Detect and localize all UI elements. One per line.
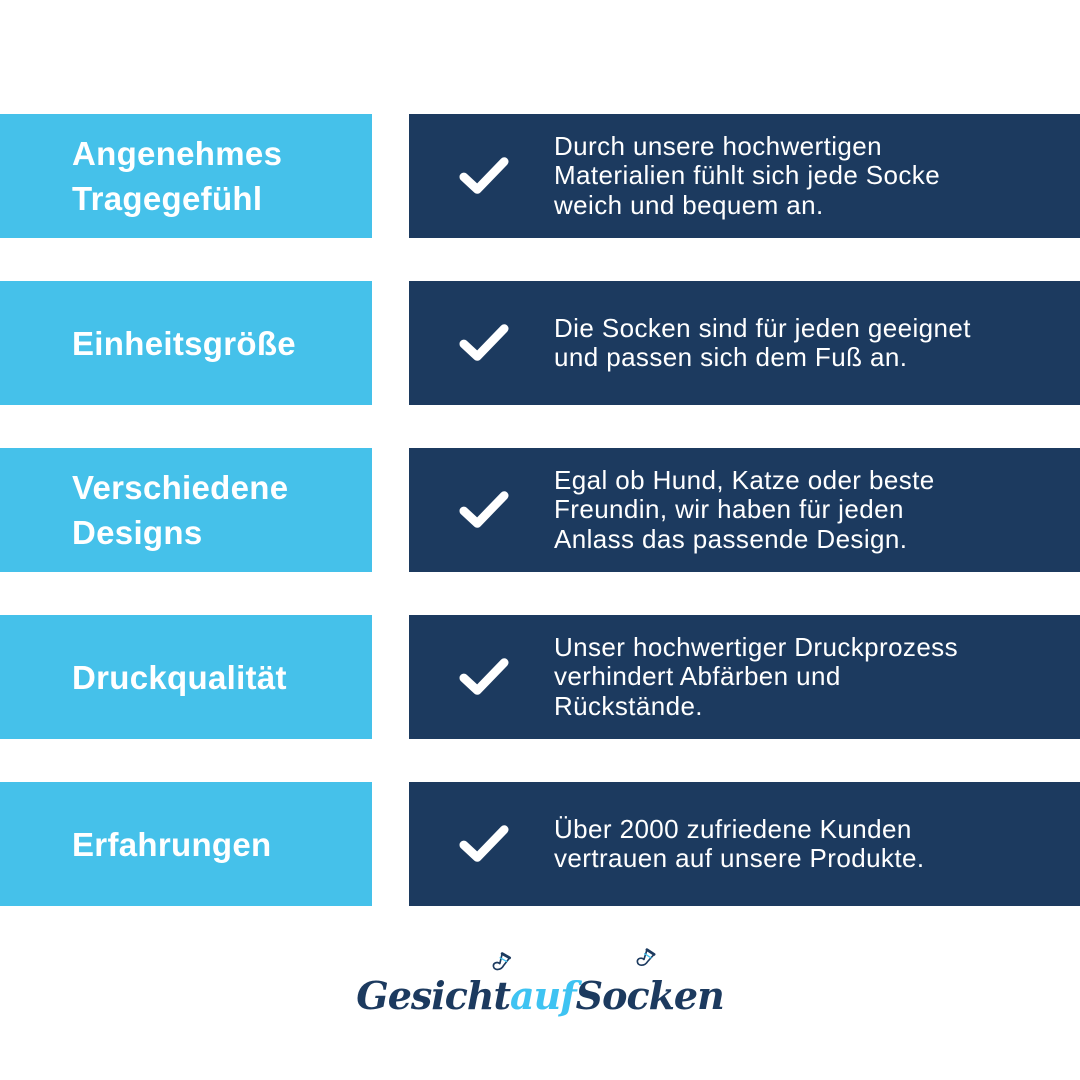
- sock-doodle-icon: [489, 950, 516, 981]
- feature-row-tragegefuehl: Angenehmes Tragegefühl Durch unsere hoch…: [0, 114, 1080, 238]
- feature-description: Über 2000 zufriedene Kunden vertrauen au…: [554, 813, 925, 873]
- checkmark-icon: [459, 490, 509, 530]
- feature-label-box: Verschiedene Designs: [0, 448, 372, 572]
- feature-description-box: Egal ob Hund, Katze oder beste Freundin,…: [409, 448, 1080, 572]
- feature-row-druckqualitaet: Druckqualität Unser hochwertiger Druckpr…: [0, 615, 1080, 739]
- feature-label: Druckqualität: [72, 658, 287, 696]
- feature-label: Erfahrungen: [72, 825, 272, 863]
- feature-description-box: Durch unsere hochwertigen Materialien fü…: [409, 114, 1080, 238]
- logo-text-auf: auf: [510, 973, 577, 1018]
- checkmark-icon: [459, 156, 509, 196]
- feature-label-box: Angenehmes Tragegefühl: [0, 114, 372, 238]
- logo-text-socken: Socken: [575, 973, 725, 1018]
- feature-description-box: Die Socken sind für jeden geeignet und p…: [409, 281, 1080, 405]
- feature-description: Unser hochwertiger Druckprozess verhinde…: [554, 631, 958, 721]
- feature-label: Einheitsgröße: [72, 324, 296, 362]
- feature-row-designs: Verschiedene Designs Egal ob Hund, Katze…: [0, 448, 1080, 572]
- brand-logo: GesichtaufSocken: [0, 948, 1080, 1024]
- feature-label: Verschiedene Designs: [72, 469, 289, 551]
- checkmark-icon: [459, 657, 509, 697]
- feature-description: Durch unsere hochwertigen Materialien fü…: [554, 130, 941, 220]
- feature-description-box: Unser hochwertiger Druckprozess verhinde…: [409, 615, 1080, 739]
- feature-row-einheitsgroesse: Einheitsgröße Die Socken sind für jeden …: [0, 281, 1080, 405]
- feature-description-box: Über 2000 zufriedene Kunden vertrauen au…: [409, 782, 1080, 906]
- feature-description: Die Socken sind für jeden geeignet und p…: [554, 312, 971, 372]
- feature-label-box: Erfahrungen: [0, 782, 372, 906]
- feature-label-box: Druckqualität: [0, 615, 372, 739]
- feature-label: Angenehmes Tragegefühl: [72, 135, 283, 217]
- feature-description: Egal ob Hund, Katze oder beste Freundin,…: [554, 464, 935, 554]
- feature-rows: Angenehmes Tragegefühl Durch unsere hoch…: [0, 114, 1080, 906]
- sock-doodle-icon: [631, 945, 659, 977]
- logo-text-gesicht: Gesicht: [356, 973, 511, 1018]
- feature-label-box: Einheitsgröße: [0, 281, 372, 405]
- feature-row-erfahrungen: Erfahrungen Über 2000 zufriedene Kunden …: [0, 782, 1080, 906]
- checkmark-icon: [459, 323, 509, 363]
- checkmark-icon: [459, 824, 509, 864]
